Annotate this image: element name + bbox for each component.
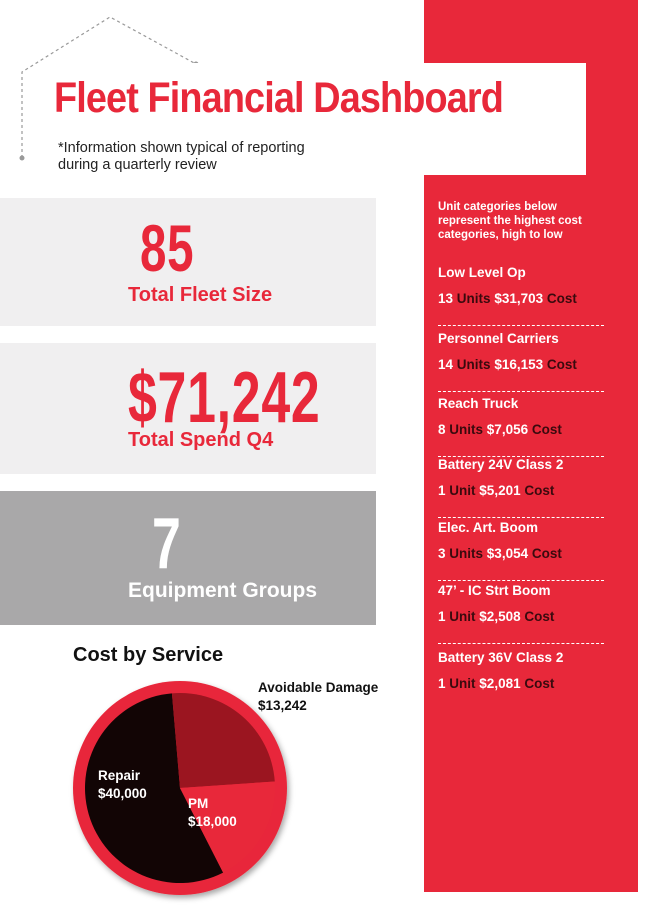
category-separator <box>438 325 604 326</box>
category-separator <box>438 456 604 457</box>
stat-value: $71,242 <box>128 358 321 438</box>
cost-word: Cost <box>546 357 577 372</box>
category-item: Elec. Art. Boom 3 Units $3,054 Cost <box>438 520 604 581</box>
subtitle-line-2: during a quarterly review <box>58 157 217 173</box>
unit-cost: $16,153 <box>494 357 544 372</box>
stat-card-total-spend: $71,242 Total Spend Q4 <box>0 343 376 474</box>
stat-value: 7 <box>152 504 182 584</box>
category-detail: 3 Units $3,054 Cost <box>438 546 604 561</box>
category-name: Low Level Op <box>438 265 526 280</box>
category-detail: 1 Unit $2,081 Cost <box>438 676 604 691</box>
pie-slice-repair <box>85 693 224 883</box>
cost-word: Cost <box>531 546 562 561</box>
cost-word: Cost <box>524 609 555 624</box>
stat-label: Total Fleet Size <box>128 284 273 306</box>
unit-word: Unit <box>449 483 476 498</box>
category-detail: 1 Unit $2,508 Cost <box>438 609 604 624</box>
slice-value-repair: $40,000 <box>98 786 147 801</box>
unit-word: Units <box>449 546 484 561</box>
unit-count: 14 <box>438 357 454 372</box>
unit-count: 1 <box>438 676 446 691</box>
category-item: Battery 24V Class 2 1 Unit $5,201 Cost <box>438 457 604 518</box>
sidebar-intro: Unit categories below represent the high… <box>438 200 618 242</box>
callout-repair: Repair $40,000 <box>98 767 147 803</box>
stat-label: Total Spend Q4 <box>128 429 274 451</box>
unit-count: 1 <box>438 609 446 624</box>
category-separator <box>438 391 604 392</box>
category-separator <box>438 517 604 518</box>
pie-slice-pm <box>171 693 275 788</box>
slice-value-pm: $18,000 <box>188 814 237 829</box>
unit-cost: $5,201 <box>479 483 521 498</box>
category-name: Battery 24V Class 2 <box>438 457 564 472</box>
category-name: Elec. Art. Boom <box>438 520 539 535</box>
slice-name-repair: Repair <box>98 768 141 783</box>
cost-by-service-pie-chart <box>73 681 287 895</box>
category-item: 47’ - IC Strt Boom 1 Unit $2,508 Cost <box>438 583 604 644</box>
sidebar-intro-line-1: Unit categories below <box>438 201 557 213</box>
sidebar-intro-line-2: represent the highest cost <box>438 215 582 227</box>
page-subtitle: *Information shown typical of reporting … <box>58 140 358 174</box>
pie-slices <box>85 693 275 883</box>
cost-word: Cost <box>546 291 577 306</box>
category-item: Low Level Op 13 Units $31,703 Cost <box>438 265 604 326</box>
unit-word: Unit <box>449 609 476 624</box>
category-separator <box>438 643 604 644</box>
category-detail: 14 Units $16,153 Cost <box>438 357 604 372</box>
unit-cost: $2,081 <box>479 676 521 691</box>
cost-word: Cost <box>531 422 562 437</box>
subtitle-line-1: *Information shown typical of reporting <box>58 140 305 156</box>
page-title: Fleet Financial Dashboard <box>54 74 504 122</box>
stat-value: 85 <box>140 211 195 285</box>
category-detail: 8 Units $7,056 Cost <box>438 422 604 437</box>
category-detail: 13 Units $31,703 Cost <box>438 291 604 306</box>
category-separator <box>438 580 604 581</box>
stat-card-equipment-groups: 7 Equipment Groups <box>0 491 376 625</box>
unit-cost: $3,054 <box>486 546 529 561</box>
unit-word: Units <box>456 357 491 372</box>
callout-avoidable-damage: Avoidable Damage $13,242 <box>258 679 378 715</box>
pie-chart-title: Cost by Service <box>73 644 224 666</box>
cost-word: Cost <box>524 483 555 498</box>
slice-value-avoidable-damage: $13,242 <box>258 698 307 713</box>
unit-count: 3 <box>438 546 446 561</box>
slice-name-pm: PM <box>188 796 209 811</box>
category-name: Personnel Carriers <box>438 331 559 346</box>
stat-label: Equipment Groups <box>128 579 317 602</box>
unit-count: 13 <box>438 291 454 306</box>
category-name: Battery 36V Class 2 <box>438 650 564 665</box>
unit-word: Units <box>449 422 484 437</box>
sidebar-intro-line-3: categories, high to low <box>438 229 563 241</box>
unit-cost: $7,056 <box>486 422 529 437</box>
slice-name-avoidable-damage: Avoidable Damage <box>258 680 379 695</box>
category-name: Reach Truck <box>438 396 519 411</box>
category-name: 47’ - IC Strt Boom <box>438 583 551 598</box>
category-detail: 1 Unit $5,201 Cost <box>438 483 604 498</box>
title-panel <box>38 63 586 175</box>
unit-count: 8 <box>438 422 446 437</box>
pie-slice-avoidable-damage <box>180 781 275 873</box>
category-item: Personnel Carriers 14 Units $16,153 Cost <box>438 331 604 392</box>
unit-word: Unit <box>449 676 476 691</box>
category-item: Battery 36V Class 2 1 Unit $2,081 Cost <box>438 650 604 691</box>
unit-count: 1 <box>438 483 446 498</box>
callout-pm: PM $18,000 <box>188 795 237 831</box>
unit-word: Units <box>456 291 491 306</box>
unit-cost: $31,703 <box>494 291 544 306</box>
stat-card-fleet-size: 85 Total Fleet Size <box>0 198 376 326</box>
category-item: Reach Truck 8 Units $7,056 Cost <box>438 396 604 457</box>
cost-word: Cost <box>524 676 555 691</box>
unit-cost: $2,508 <box>479 609 521 624</box>
